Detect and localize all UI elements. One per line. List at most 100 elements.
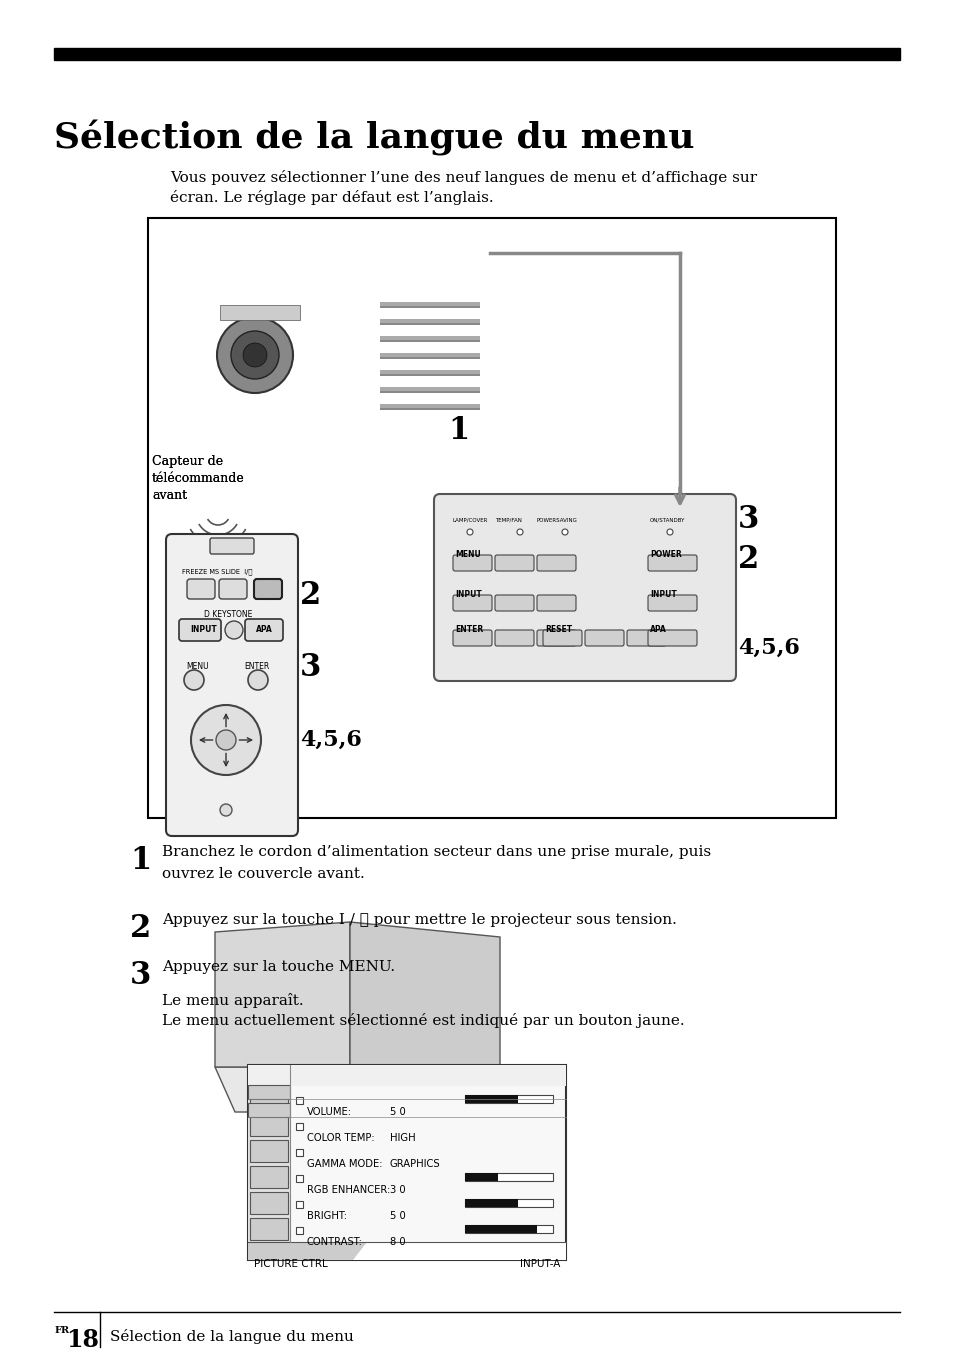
- Bar: [295, 1201, 303, 1207]
- Text: CONTRAST:: CONTRAST:: [307, 1237, 362, 1247]
- Text: 8 0: 8 0: [390, 1237, 405, 1247]
- Bar: [250, 1218, 288, 1240]
- Text: APA: APA: [255, 626, 273, 634]
- Circle shape: [243, 343, 267, 366]
- Text: 2: 2: [738, 545, 759, 576]
- FancyBboxPatch shape: [626, 630, 665, 646]
- Bar: [464, 1095, 553, 1103]
- Text: 18: 18: [66, 1328, 99, 1352]
- Text: INPUT: INPUT: [649, 589, 676, 599]
- Bar: [379, 306, 479, 308]
- Bar: [464, 1199, 517, 1207]
- Text: Appuyez sur la touche MENU.: Appuyez sur la touche MENU.: [162, 960, 395, 973]
- Bar: [248, 1086, 290, 1099]
- Circle shape: [225, 621, 243, 639]
- Text: BRIGHT:: BRIGHT:: [307, 1211, 347, 1221]
- Circle shape: [467, 529, 473, 535]
- Text: 3: 3: [299, 653, 321, 684]
- Text: 4,5,6: 4,5,6: [738, 637, 799, 658]
- Bar: [295, 1096, 303, 1105]
- Bar: [248, 1103, 290, 1117]
- FancyBboxPatch shape: [453, 556, 492, 571]
- Bar: [248, 1242, 565, 1260]
- FancyBboxPatch shape: [537, 595, 576, 611]
- Text: Le menu actuellement sélectionné est indiqué par un bouton jaune.: Le menu actuellement sélectionné est ind…: [162, 1013, 684, 1028]
- Bar: [248, 1065, 290, 1242]
- Text: FREEZE MS SLIDE  I/⏻: FREEZE MS SLIDE I/⏻: [182, 568, 253, 575]
- FancyBboxPatch shape: [453, 595, 492, 611]
- FancyBboxPatch shape: [584, 630, 623, 646]
- Text: COLOR TEMP:: COLOR TEMP:: [307, 1133, 375, 1142]
- Text: Capteur de
télécommande
avant: Capteur de télécommande avant: [152, 456, 245, 502]
- Text: 1: 1: [130, 845, 151, 876]
- Bar: [220, 306, 299, 320]
- FancyBboxPatch shape: [187, 579, 214, 599]
- Bar: [250, 1114, 288, 1136]
- Text: 3: 3: [130, 960, 152, 991]
- Text: 3 0: 3 0: [390, 1184, 405, 1195]
- Polygon shape: [248, 1242, 367, 1260]
- Bar: [379, 408, 479, 410]
- Circle shape: [561, 529, 567, 535]
- Bar: [295, 1124, 303, 1130]
- FancyBboxPatch shape: [210, 538, 253, 554]
- Circle shape: [215, 730, 235, 750]
- Bar: [148, 218, 835, 818]
- Text: D KEYSTONE: D KEYSTONE: [204, 610, 253, 619]
- Bar: [250, 1165, 288, 1188]
- Bar: [295, 1175, 303, 1182]
- Text: 5 0: 5 0: [390, 1211, 405, 1221]
- Polygon shape: [290, 1087, 490, 1110]
- Text: 5 0: 5 0: [390, 1107, 405, 1117]
- Text: ENTER: ENTER: [455, 625, 483, 634]
- FancyBboxPatch shape: [537, 556, 576, 571]
- FancyBboxPatch shape: [537, 630, 576, 646]
- Bar: [379, 387, 479, 393]
- FancyBboxPatch shape: [245, 619, 283, 641]
- Text: RGB ENHANCER:: RGB ENHANCER:: [307, 1184, 390, 1195]
- Text: VOLUME:: VOLUME:: [307, 1107, 352, 1117]
- Bar: [250, 1088, 288, 1110]
- Bar: [379, 337, 479, 342]
- Text: LAMP/COVER: LAMP/COVER: [453, 518, 488, 523]
- Circle shape: [231, 331, 278, 379]
- Bar: [295, 1149, 303, 1156]
- Circle shape: [666, 529, 672, 535]
- Bar: [464, 1225, 537, 1233]
- Text: GAMMA MODE:: GAMMA MODE:: [307, 1159, 382, 1169]
- Bar: [379, 323, 479, 324]
- Bar: [248, 1065, 565, 1260]
- Text: ON/STANDBY: ON/STANDBY: [649, 518, 684, 523]
- Bar: [295, 1228, 303, 1234]
- Bar: [379, 301, 479, 308]
- FancyBboxPatch shape: [253, 579, 282, 599]
- FancyBboxPatch shape: [495, 556, 534, 571]
- Text: MENU: MENU: [455, 550, 480, 558]
- Bar: [379, 319, 479, 324]
- Text: Branchez le cordon d’alimentation secteur dans une prise murale, puis: Branchez le cordon d’alimentation secteu…: [162, 845, 710, 859]
- Bar: [54, 49, 899, 59]
- Text: ouvrez le couvercle avant.: ouvrez le couvercle avant.: [162, 867, 364, 882]
- FancyBboxPatch shape: [166, 534, 297, 836]
- FancyBboxPatch shape: [495, 595, 534, 611]
- Bar: [379, 370, 479, 376]
- Text: APA: APA: [649, 625, 666, 634]
- Bar: [379, 357, 479, 360]
- FancyBboxPatch shape: [253, 579, 282, 599]
- Text: Sélection de la langue du menu: Sélection de la langue du menu: [110, 1329, 354, 1344]
- Text: 3: 3: [738, 504, 759, 535]
- Bar: [379, 391, 479, 393]
- Text: 1: 1: [448, 415, 469, 446]
- Bar: [379, 353, 479, 360]
- Text: GRAPHICS: GRAPHICS: [390, 1159, 440, 1169]
- Bar: [379, 404, 479, 410]
- Circle shape: [184, 671, 204, 690]
- Circle shape: [220, 804, 232, 817]
- Circle shape: [517, 529, 522, 535]
- Bar: [464, 1225, 553, 1233]
- Bar: [250, 1192, 288, 1214]
- FancyBboxPatch shape: [647, 556, 697, 571]
- Text: Le menu apparaît.: Le menu apparaît.: [162, 992, 303, 1009]
- Bar: [464, 1174, 553, 1182]
- Text: INPUT-A: INPUT-A: [519, 1259, 559, 1270]
